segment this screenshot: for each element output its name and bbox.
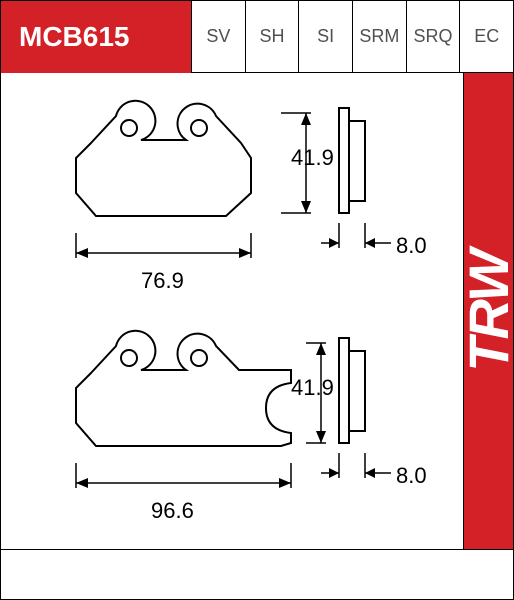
footer [1, 549, 513, 599]
brand-logo: TRW [463, 251, 513, 372]
header-codes: SV SH SI SRM SRQ EC [191, 1, 513, 72]
part-number-badge: MCB615 [1, 1, 191, 73]
pad1-width-dim [46, 233, 276, 273]
code-cell: SI [298, 1, 352, 72]
code-label: SV [206, 26, 230, 47]
pad1-width-label: 76.9 [141, 268, 184, 294]
pad2-width-label: 96.6 [151, 498, 194, 524]
pad1-side-view [331, 103, 391, 223]
code-cell: SRQ [406, 1, 460, 72]
code-label: EC [474, 26, 499, 47]
code-cell: SRM [352, 1, 406, 72]
code-cell: EC [459, 1, 513, 72]
pad1-height-label: 41.9 [291, 145, 334, 171]
code-label: SRQ [414, 26, 453, 47]
pad2-height-label: 41.9 [291, 375, 334, 401]
code-cell: SV [191, 1, 245, 72]
code-label: SI [317, 26, 334, 47]
header: MCB615 SV SH SI SRM SRQ EC [1, 1, 513, 73]
brand-strip: TRW [463, 73, 513, 549]
code-cell: SH [245, 1, 299, 72]
pad1-front-view [41, 98, 301, 228]
pad1-thickness-label: 8.0 [396, 233, 427, 259]
pad2-width-dim [46, 463, 316, 503]
pad2-thickness-label: 8.0 [396, 463, 427, 489]
pad2-front-view [41, 328, 321, 458]
code-label: SRM [359, 26, 399, 47]
drawing-area: 41.9 76.9 8.0 [1, 73, 463, 549]
code-label: SH [260, 26, 285, 47]
part-number: MCB615 [19, 21, 129, 53]
